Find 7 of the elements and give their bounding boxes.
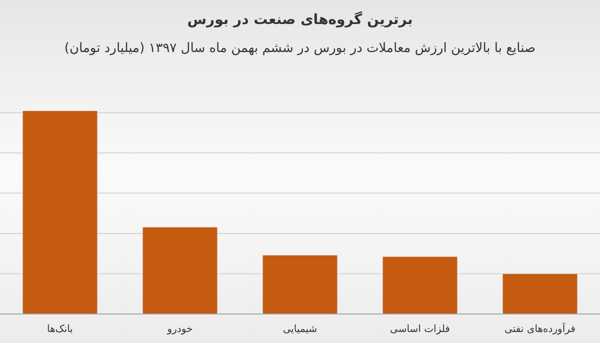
x-tick-label: فرآورده‌های نفتی [504, 322, 576, 335]
chart-subtitle: صنایع با بالاترین ارزش معاملات در بورس در ششم بهمن ماه سال ۱۳۹۷ (میلیارد تومان) [64, 41, 536, 56]
x-tick-label: فلزات اساسی [390, 324, 450, 335]
chart-title: برترین گروه‌های صنعت در بورس [187, 11, 413, 28]
x-tick-label: شیمیایی [282, 324, 318, 335]
x-tick-label: بانک‌ها [47, 324, 73, 335]
x-tick-label: خودرو [166, 324, 193, 335]
